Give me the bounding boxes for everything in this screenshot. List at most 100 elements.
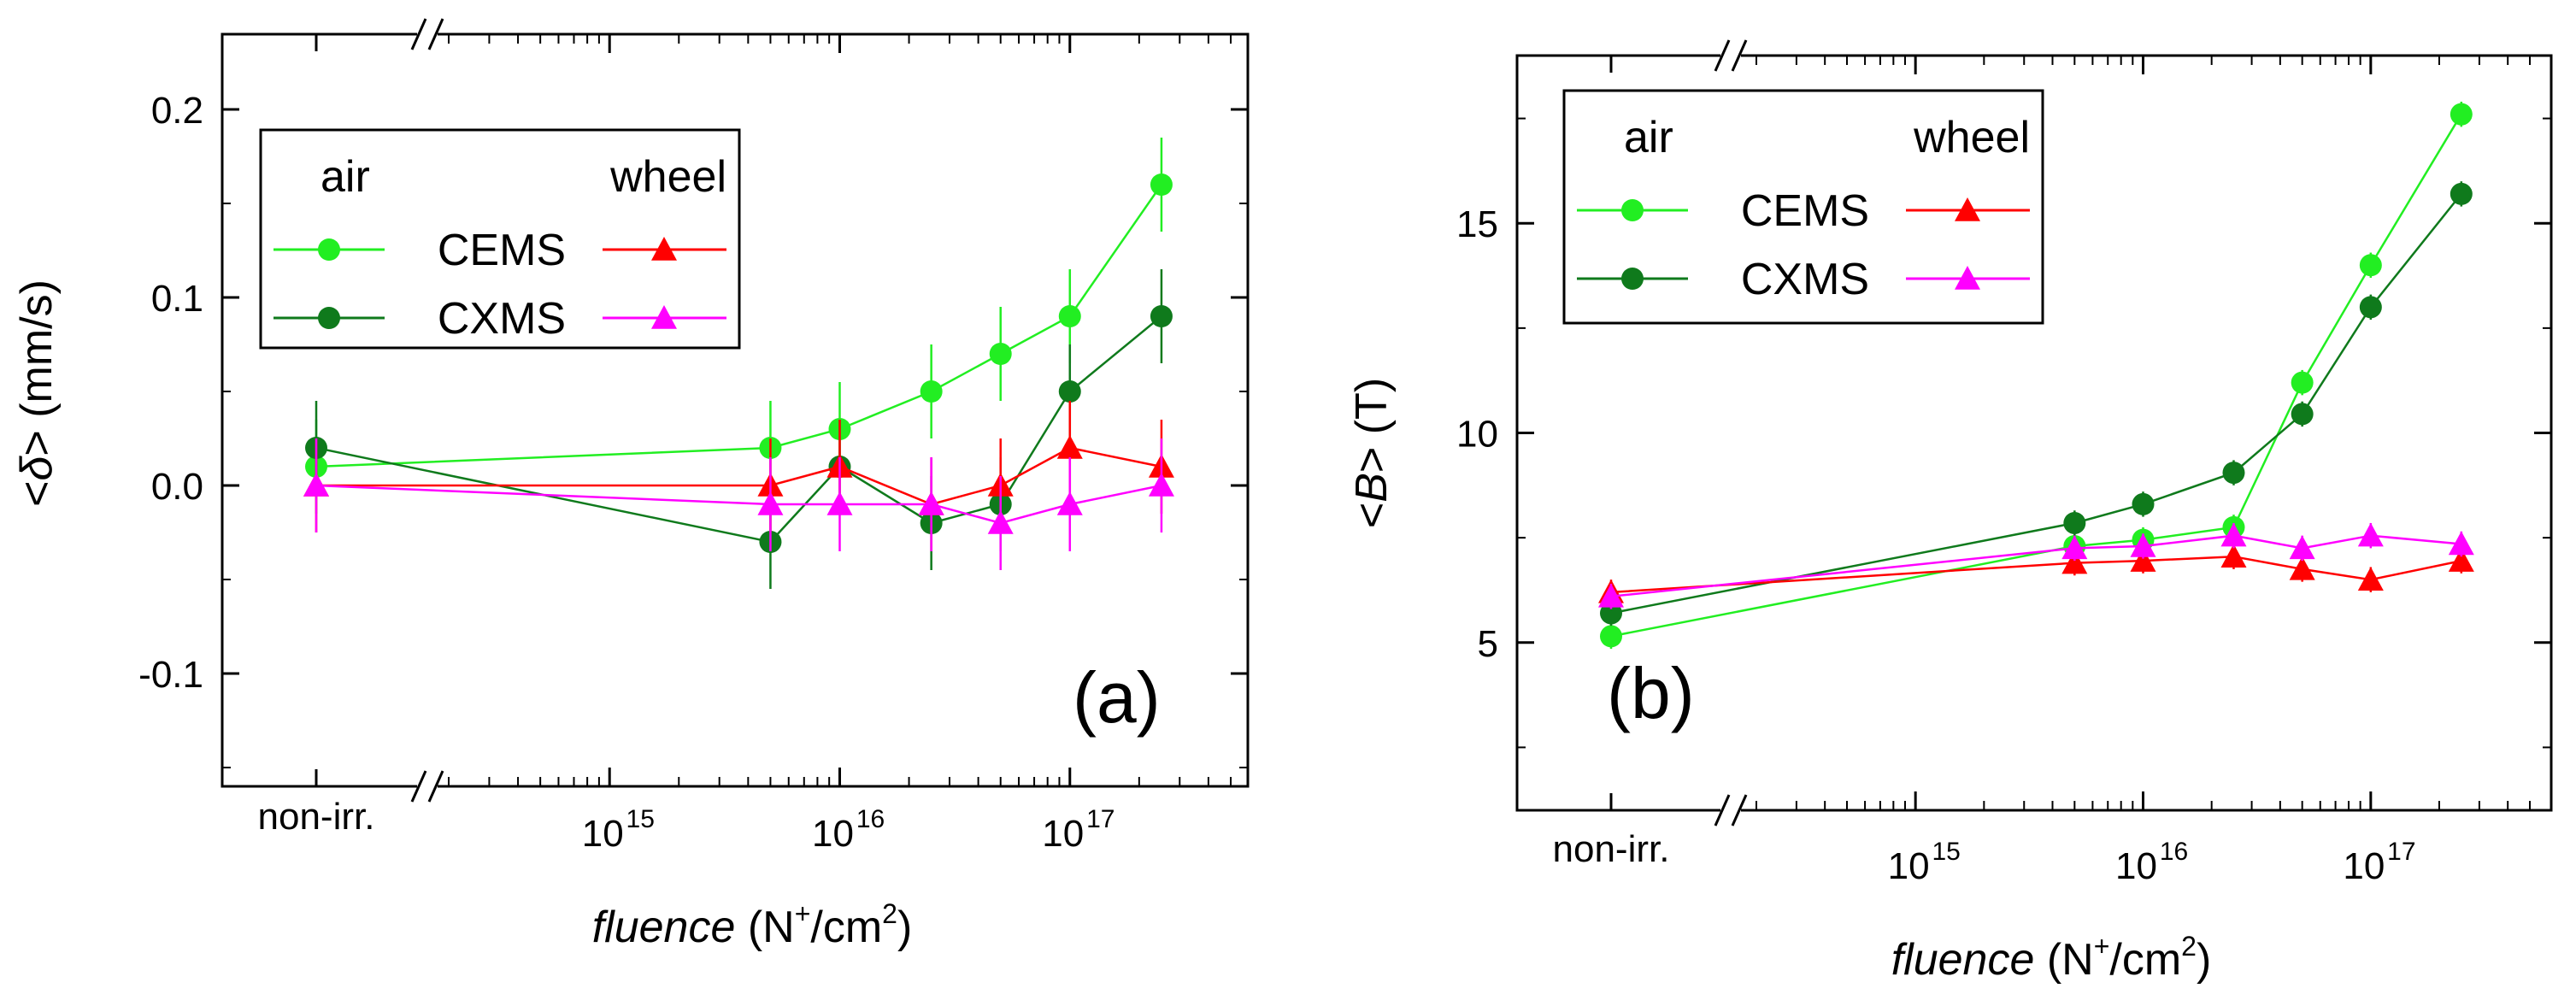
- data-point: [989, 343, 1012, 365]
- legend-marker-wheel: [651, 305, 677, 329]
- data-point: [987, 510, 1014, 534]
- data-point: [2359, 296, 2382, 319]
- data-point: [918, 491, 944, 515]
- legend: air wheel CEMS CXMS: [1562, 89, 2044, 325]
- legend-header-air: air: [1624, 113, 1673, 162]
- series-wheel-cxms: [303, 438, 1174, 570]
- x-axis-label: fluence (N+/cm2): [1891, 931, 2212, 985]
- data-point: [1058, 380, 1081, 403]
- panel-label: (b): [1607, 653, 1695, 733]
- series-wheel-cxms: [1598, 522, 2474, 609]
- x-tick-label-exponent: 16: [856, 805, 885, 833]
- legend-row-label: CEMS: [1741, 186, 1869, 236]
- x-tick-label: 10: [2115, 845, 2157, 887]
- axis-break-slash: [1731, 794, 1748, 827]
- legend-marker-wheel: [1955, 266, 1980, 290]
- x-tick-label: 10: [1888, 845, 1930, 887]
- y-tick-label: 0.0: [151, 466, 203, 508]
- legend-marker-air: [318, 307, 340, 329]
- data-point: [757, 491, 784, 515]
- legend-header-wheel: wheel: [609, 152, 726, 202]
- axis-break-bottom-gap: [1720, 805, 1741, 815]
- legend-row-label: CXMS: [438, 294, 566, 344]
- data-point: [2132, 492, 2155, 515]
- axis-break-slash: [410, 18, 427, 50]
- y-tick-label: 0.1: [151, 278, 203, 320]
- axis-break-slash: [1714, 794, 1731, 827]
- data-point: [2061, 535, 2088, 560]
- x-axis-label: fluence (N+/cm2): [592, 898, 913, 952]
- data-point: [1056, 435, 1083, 459]
- plot-frame: [221, 32, 1250, 788]
- data-point: [2130, 548, 2156, 572]
- y-tick-label: 0.2: [151, 90, 203, 132]
- data-point: [2220, 544, 2247, 568]
- x-tick-label: 10: [2343, 845, 2385, 887]
- x-tick-label-exponent: 15: [1932, 838, 1960, 866]
- x-tick-label: 10: [812, 813, 854, 855]
- data-point: [1600, 602, 1622, 625]
- data-point: [1058, 305, 1081, 327]
- axis-break-bottom-gap: [417, 781, 438, 791]
- data-point: [2357, 522, 2384, 547]
- data-point: [2130, 532, 2156, 557]
- data-point: [2450, 103, 2473, 126]
- series-wheel-cems: [303, 401, 1174, 551]
- y-tick-label: 5: [1478, 623, 1498, 665]
- axis-break-slash: [1731, 39, 1748, 72]
- legend-row-label: CXMS: [1741, 255, 1869, 304]
- data-point: [2450, 182, 2473, 205]
- axis-break-slash: [1714, 39, 1731, 72]
- legend: air wheel CEMS CXMS: [259, 128, 741, 350]
- y-axis-label: <B> (T): [1347, 378, 1397, 528]
- axis-break-slash: [427, 18, 444, 50]
- series-line: [315, 315, 1162, 544]
- axis-break-top-gap: [417, 29, 438, 39]
- x-tick-label: 10: [582, 813, 624, 855]
- data-point: [2291, 403, 2314, 426]
- legend-marker-wheel: [651, 237, 677, 261]
- axis-break-top-gap: [1720, 50, 1741, 61]
- data-point: [1056, 491, 1083, 515]
- data-point: [1148, 473, 1174, 497]
- data-point: [826, 491, 853, 515]
- y-tick-label: 10: [1456, 414, 1498, 456]
- series-line: [1610, 555, 2462, 594]
- axis-break-slash: [427, 770, 444, 803]
- series-line: [316, 446, 1162, 506]
- legend-box: [259, 128, 741, 350]
- legend-marker-wheel: [1955, 197, 1980, 221]
- y-tick-label: 15: [1456, 203, 1498, 245]
- x-tick-label: 10: [1042, 813, 1084, 855]
- data-point: [1598, 583, 1624, 608]
- legend-marker-air: [318, 238, 340, 261]
- x-tick-label-non-irr: non-irr.: [1553, 828, 1670, 870]
- series-air-cxms: [1600, 181, 2473, 627]
- data-point: [1150, 305, 1173, 327]
- data-point: [2289, 535, 2315, 560]
- data-point: [2222, 462, 2245, 485]
- legend-header-air: air: [321, 152, 370, 202]
- legend-row-label: CEMS: [438, 226, 566, 275]
- data-point: [303, 473, 329, 497]
- axis-break-slash: [410, 770, 427, 803]
- data-point: [2448, 548, 2474, 572]
- x-tick-label-exponent: 17: [2387, 838, 2415, 866]
- data-point: [2291, 371, 2314, 394]
- legend-marker-air: [1621, 199, 1644, 221]
- data-point: [2063, 511, 2086, 534]
- y-axis-label: <δ> (mm/s): [12, 279, 62, 507]
- y-tick-label: -0.1: [138, 654, 203, 696]
- data-point: [920, 380, 943, 403]
- data-point: [1600, 625, 1622, 648]
- data-point: [2220, 522, 2247, 547]
- legend-marker-air: [1621, 268, 1644, 290]
- data-point: [2448, 531, 2474, 556]
- data-point: [1150, 174, 1173, 196]
- series-line: [315, 484, 1162, 525]
- data-point: [2359, 254, 2382, 277]
- data-point: [2061, 550, 2088, 574]
